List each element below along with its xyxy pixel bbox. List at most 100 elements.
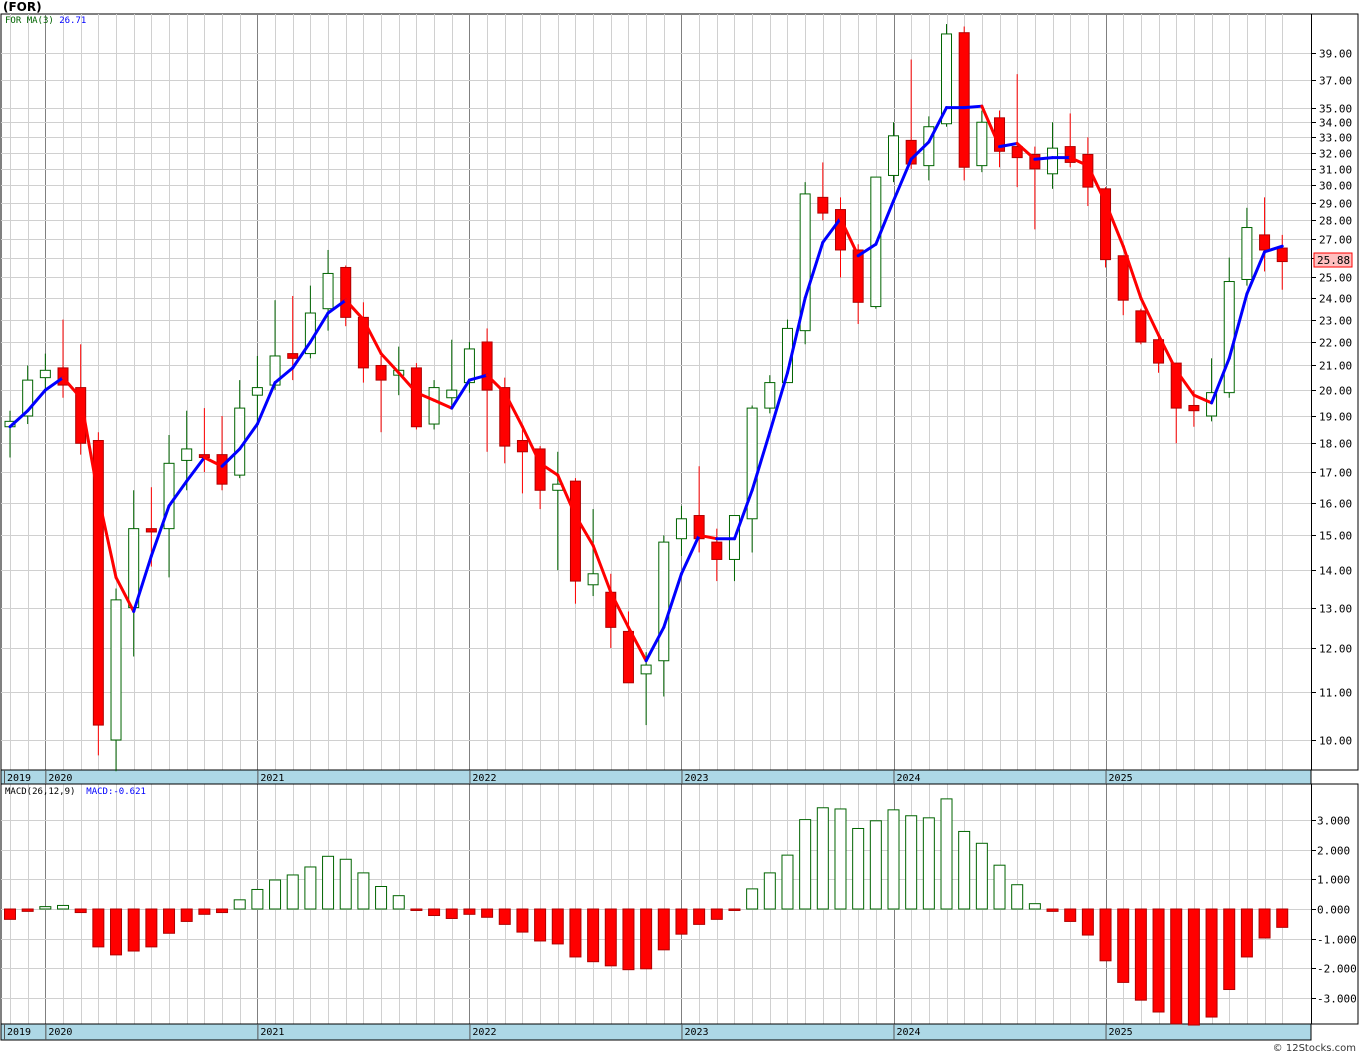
macd-bar [640, 908, 653, 970]
macd-bar [39, 906, 52, 910]
macd-bar [587, 908, 600, 963]
price-tick-label: 13.00 [1319, 603, 1352, 616]
ma3-segment [1086, 164, 1108, 205]
candle-body [410, 367, 422, 428]
macd-bar [375, 886, 388, 910]
candle-body [481, 341, 493, 391]
ma3-segment [450, 378, 471, 410]
macd-bar [339, 858, 352, 910]
price-tick-label: 35.00 [1319, 103, 1352, 116]
macd-bar [1099, 908, 1112, 962]
macd-bar [445, 908, 458, 919]
last-price-tag: 25.88 [1317, 254, 1350, 267]
candle-body [675, 518, 687, 540]
price-tick-label: 34.00 [1319, 117, 1352, 130]
candle-body [375, 364, 387, 381]
candle-body [499, 387, 511, 447]
macd-bar [57, 904, 70, 910]
price-tick-label: 33.00 [1319, 132, 1352, 145]
ma3-segment [432, 398, 454, 410]
macd-value-label: MACD:-0.621 [86, 787, 146, 797]
macd-bar [1187, 908, 1200, 1026]
macd-bar [127, 908, 140, 952]
ma3-segment [1192, 393, 1214, 405]
macd-bar [922, 817, 935, 910]
macd-bar [463, 908, 476, 915]
ma3-segment [609, 590, 630, 629]
macd-bar [481, 908, 494, 918]
ma3-segment [96, 494, 118, 579]
macd-bar [516, 908, 529, 933]
macd-tick-label: -2.000 [1317, 963, 1357, 976]
year-label: 2023 [684, 1027, 708, 1038]
ma3-segment [503, 391, 524, 429]
macd-legend: MACD(26,12,9) MACD:-0.621 [5, 787, 146, 797]
legend-symbol: FOR [5, 16, 22, 26]
ma3-segment [980, 104, 1002, 149]
ma3-segment [167, 479, 189, 508]
ma3-segment [1015, 141, 1037, 161]
candle-body [905, 139, 917, 165]
candle-body [110, 599, 122, 741]
macd-bar [1028, 903, 1041, 910]
legend-ma-value: 26.71 [59, 16, 87, 26]
ma3-segment [626, 625, 648, 663]
price-tick-label: 25.00 [1319, 272, 1352, 285]
macd-bar [21, 908, 34, 912]
macd-bar [569, 908, 582, 958]
candle-body [22, 379, 34, 417]
candle-body [622, 630, 634, 684]
ma3-segment [927, 106, 949, 144]
ma3-segment [998, 141, 1019, 149]
ma3-segment [485, 373, 507, 395]
ma3-segment [79, 396, 100, 498]
copyright: © 12Stocks.com [1272, 1043, 1356, 1054]
ma3-segment [61, 376, 83, 400]
price-tick-label: 31.00 [1319, 164, 1352, 177]
macd-bar [357, 872, 370, 910]
ma3-segment [149, 504, 171, 558]
candle-body [1223, 281, 1235, 394]
year-label: 2023 [684, 773, 708, 784]
ma3-segment [238, 422, 259, 451]
year-label: 2019 [7, 773, 31, 784]
candle-body [1135, 310, 1147, 343]
ma3-segment [1174, 368, 1196, 397]
price-date-band [0, 769, 1312, 785]
candle-body [446, 389, 458, 399]
year-label: 2025 [1109, 1027, 1133, 1038]
candle-body [1011, 146, 1023, 159]
candle-body [711, 541, 723, 560]
ma3-segment [8, 409, 30, 429]
candle-body [1170, 362, 1182, 409]
macd-tick-label: 0.000 [1317, 904, 1350, 917]
ma3-segment [556, 473, 577, 518]
last-price-tag-box [1313, 252, 1353, 268]
ma3-segment [467, 373, 489, 382]
candle-body [251, 387, 263, 396]
ma3-segment [26, 388, 47, 413]
year-label: 2019 [7, 1027, 31, 1038]
macd-bar [428, 908, 441, 917]
candle-body [764, 382, 776, 409]
ma3-segment [379, 352, 401, 375]
ma3-segment [43, 376, 65, 392]
candle-body [569, 480, 581, 582]
candle-body [587, 573, 599, 586]
macd-bar [74, 908, 87, 914]
macd-tick-label: 3.000 [1317, 815, 1350, 828]
ma3-segment [538, 461, 560, 477]
price-tick-label: 37.00 [1319, 75, 1352, 88]
price-tick-label: 14.00 [1319, 565, 1352, 578]
price-tick-label: 15.00 [1319, 530, 1352, 543]
ma3-segment [520, 425, 542, 465]
ma3-segment [308, 311, 330, 344]
ma3-segment [768, 371, 789, 434]
year-label: 2020 [48, 1027, 72, 1038]
ma3-segment [838, 216, 860, 258]
candle-body [1100, 188, 1112, 261]
price-tick-label: 23.00 [1319, 315, 1352, 328]
ma3-segment [397, 371, 418, 395]
macd-bar [958, 830, 971, 910]
price-tick-label: 30.00 [1319, 180, 1352, 193]
